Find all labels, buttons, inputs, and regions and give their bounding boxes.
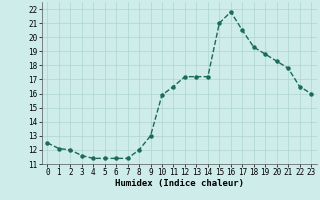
X-axis label: Humidex (Indice chaleur): Humidex (Indice chaleur) (115, 179, 244, 188)
